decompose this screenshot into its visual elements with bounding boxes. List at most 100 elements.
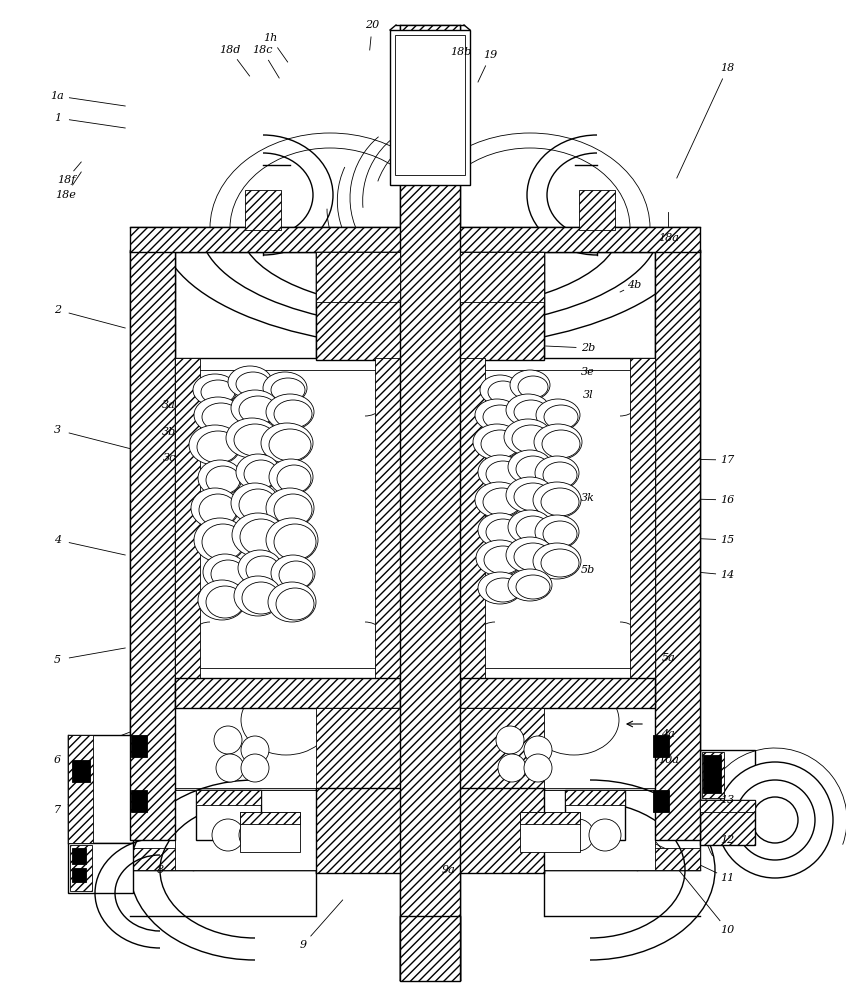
Ellipse shape (266, 394, 314, 430)
Bar (653, 735, 669, 757)
Ellipse shape (199, 494, 237, 526)
Text: 2: 2 (54, 305, 61, 315)
Bar (460, 358, 485, 680)
Text: 17: 17 (721, 455, 734, 465)
Text: 4b: 4b (628, 280, 641, 290)
Ellipse shape (202, 403, 240, 431)
Text: 3a: 3a (162, 400, 176, 410)
Text: 18e: 18e (56, 190, 76, 200)
Ellipse shape (236, 454, 280, 490)
Bar (520, 812, 580, 852)
Ellipse shape (475, 399, 519, 431)
Text: 15: 15 (721, 535, 734, 545)
Ellipse shape (277, 465, 311, 493)
Ellipse shape (232, 513, 284, 557)
Bar (702, 752, 724, 798)
Circle shape (524, 754, 552, 782)
Text: 18b: 18b (450, 47, 472, 57)
Ellipse shape (514, 543, 552, 571)
Ellipse shape (478, 572, 522, 604)
Ellipse shape (486, 519, 520, 545)
Ellipse shape (279, 561, 313, 589)
Bar (316, 252, 400, 302)
Ellipse shape (261, 423, 313, 463)
Ellipse shape (508, 510, 552, 544)
Ellipse shape (514, 483, 552, 511)
Ellipse shape (542, 430, 580, 458)
Text: 13: 13 (721, 795, 734, 805)
Ellipse shape (269, 459, 313, 495)
Bar (375, 358, 400, 680)
Ellipse shape (193, 374, 237, 406)
Bar (460, 252, 544, 302)
Ellipse shape (268, 582, 316, 622)
Bar (395, 35, 465, 175)
Ellipse shape (238, 550, 282, 586)
Bar (316, 252, 544, 360)
Ellipse shape (516, 516, 550, 542)
Ellipse shape (239, 489, 277, 521)
Ellipse shape (476, 540, 524, 576)
Bar (565, 790, 625, 840)
Ellipse shape (514, 400, 548, 424)
Bar (316, 788, 544, 873)
Text: 9: 9 (299, 940, 306, 950)
Ellipse shape (269, 429, 311, 461)
Ellipse shape (240, 519, 282, 555)
Bar (520, 812, 580, 824)
Text: 20: 20 (365, 20, 379, 30)
Bar (130, 848, 700, 870)
Text: 3e: 3e (581, 367, 595, 377)
Bar (700, 750, 755, 800)
Text: 12: 12 (721, 835, 734, 845)
Ellipse shape (274, 494, 312, 526)
Text: 2b: 2b (581, 343, 595, 353)
Text: 3l: 3l (583, 390, 593, 400)
Text: 18: 18 (721, 63, 734, 73)
Bar (68, 735, 133, 843)
Bar (460, 678, 655, 708)
Bar (400, 916, 460, 981)
Ellipse shape (211, 560, 245, 588)
Bar (175, 358, 200, 680)
Text: 1h: 1h (264, 33, 277, 43)
Bar (703, 755, 721, 793)
Ellipse shape (481, 430, 519, 458)
Bar (700, 800, 755, 812)
Ellipse shape (202, 524, 244, 560)
Text: 1a: 1a (51, 91, 64, 101)
Ellipse shape (475, 482, 523, 518)
Bar (130, 790, 700, 812)
Text: 10a: 10a (658, 755, 678, 765)
Ellipse shape (266, 518, 318, 562)
Bar (196, 790, 261, 805)
Ellipse shape (194, 518, 246, 562)
Bar (460, 708, 544, 788)
Ellipse shape (506, 477, 554, 513)
Bar (240, 812, 300, 824)
Text: 3k: 3k (581, 493, 595, 503)
Bar (131, 790, 147, 812)
Ellipse shape (198, 580, 246, 620)
Circle shape (524, 736, 552, 764)
Circle shape (216, 754, 244, 782)
Bar (130, 250, 175, 840)
Circle shape (752, 797, 798, 843)
Bar (700, 800, 755, 845)
Circle shape (498, 754, 526, 782)
Ellipse shape (508, 450, 552, 484)
Bar (460, 708, 655, 788)
Bar (565, 790, 625, 805)
Ellipse shape (189, 425, 241, 465)
Ellipse shape (191, 488, 239, 528)
Ellipse shape (478, 513, 522, 547)
Ellipse shape (483, 488, 521, 516)
Ellipse shape (244, 460, 278, 488)
Text: 5: 5 (54, 655, 61, 665)
Circle shape (735, 780, 815, 860)
Ellipse shape (535, 515, 579, 549)
Bar (472, 370, 643, 668)
Ellipse shape (246, 556, 280, 584)
Ellipse shape (516, 456, 550, 482)
Text: 5b: 5b (581, 565, 595, 575)
